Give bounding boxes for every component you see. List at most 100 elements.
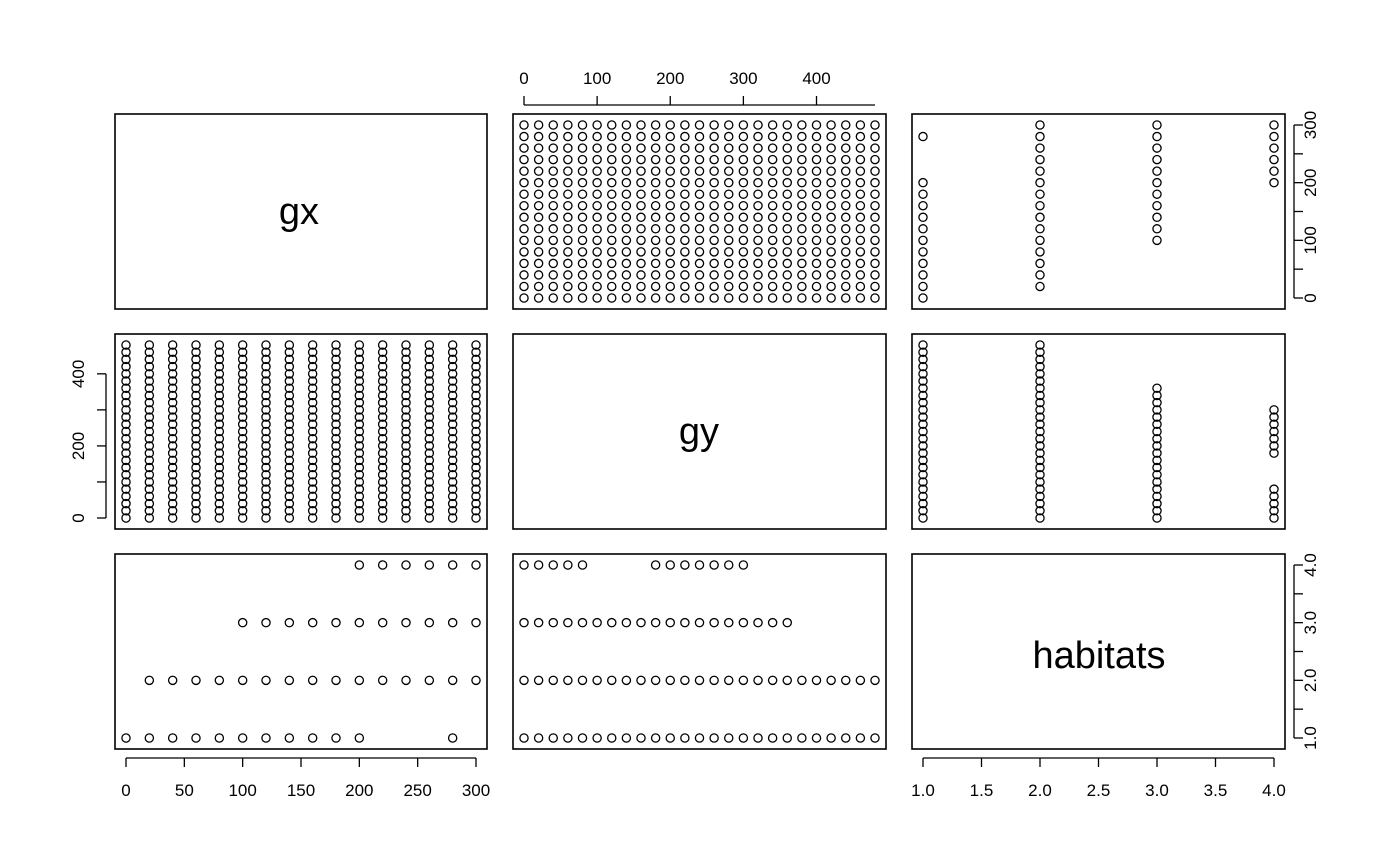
- point-gx-vs-gy: [753, 258, 763, 269]
- point-gy-vs-gx: [447, 405, 458, 415]
- point-gx-vs-gy: [709, 120, 719, 130]
- point-gy-vs-habitats: [1269, 498, 1279, 509]
- point-gy-vs-gx: [401, 441, 411, 451]
- point-gx-vs-gy: [855, 154, 866, 165]
- point-gy-vs-gx: [121, 347, 131, 357]
- point-gx-vs-gy: [533, 212, 544, 223]
- point-gx-vs-gy: [870, 177, 880, 188]
- point-gx-vs-gy: [607, 131, 617, 142]
- point-gy-vs-gx: [401, 369, 411, 379]
- point-gy-vs-gx: [121, 426, 131, 437]
- point-gy-vs-gx: [471, 448, 481, 458]
- point-gx-vs-gy: [709, 177, 719, 188]
- point-gy-vs-habitats: [918, 426, 928, 437]
- point-gx-vs-gy: [709, 281, 719, 292]
- point-gx-vs-gy: [519, 143, 529, 153]
- point-gx-vs-gy: [680, 143, 690, 153]
- x-axis-gy-top-tick-label: 200: [656, 69, 684, 88]
- point-gx-vs-gy: [577, 235, 588, 246]
- point-habitats-vs-gy: [533, 617, 544, 628]
- point-gy-vs-gx: [447, 369, 458, 379]
- point-gx-vs-gy: [621, 177, 632, 188]
- point-habitats-vs-gy: [665, 617, 676, 628]
- point-gx-vs-habitats: [1152, 177, 1162, 188]
- point-gx-vs-gy: [855, 131, 866, 142]
- point-gx-vs-gy: [694, 270, 705, 280]
- point-gx-vs-gy: [548, 131, 559, 142]
- point-gx-vs-gy: [607, 224, 617, 234]
- point-gy-vs-gx: [191, 412, 201, 422]
- point-gx-vs-gy: [767, 212, 778, 223]
- point-gy-vs-gx: [144, 455, 155, 466]
- point-gy-vs-gx: [354, 513, 365, 523]
- point-gx-vs-gy: [753, 120, 763, 130]
- point-gx-vs-gy: [709, 293, 719, 303]
- point-gy-vs-gx: [144, 426, 155, 437]
- point-gy-vs-gx: [261, 369, 271, 379]
- point-gx-vs-gy: [592, 212, 602, 223]
- point-gx-vs-gy: [636, 189, 646, 199]
- point-gy-vs-gx: [144, 412, 155, 422]
- point-gy-vs-gx: [354, 340, 365, 350]
- point-gx-vs-gy: [782, 293, 793, 303]
- point-gx-vs-gy: [694, 200, 705, 211]
- point-gx-vs-gy: [724, 247, 734, 257]
- x-axis-habitats-bottom-tick-label: 1.0: [911, 781, 935, 800]
- point-gx-vs-gy: [782, 189, 793, 199]
- point-gy-vs-gx: [471, 426, 481, 437]
- point-gx-vs-gy: [621, 235, 632, 246]
- point-gy-vs-gx: [307, 347, 318, 357]
- point-gx-vs-gy: [519, 235, 529, 246]
- point-habitats-vs-gy: [738, 617, 749, 628]
- point-gx-vs-gy: [826, 131, 836, 142]
- point-gy-vs-gx: [237, 354, 248, 365]
- point-gy-vs-gx: [144, 433, 155, 444]
- point-gy-vs-gx: [167, 426, 178, 437]
- point-gx-vs-gy: [680, 247, 690, 257]
- point-gx-vs-habitats: [1152, 131, 1162, 142]
- point-gx-vs-gy: [592, 258, 602, 269]
- point-gy-vs-habitats: [1035, 477, 1045, 487]
- point-gx-vs-gy: [563, 258, 573, 269]
- point-gy-vs-gx: [377, 469, 388, 480]
- point-gx-vs-gy: [563, 143, 573, 153]
- point-gy-vs-gx: [424, 405, 435, 415]
- point-habitats-vs-gx: [167, 675, 178, 686]
- point-habitats-vs-gx: [377, 560, 388, 570]
- point-gx-vs-gy: [841, 120, 851, 130]
- point-gy-vs-gx: [214, 361, 225, 372]
- point-gy-vs-habitats: [1152, 390, 1162, 401]
- point-gy-vs-gx: [191, 405, 201, 415]
- point-habitats-vs-gx: [237, 617, 248, 628]
- point-gy-vs-habitats: [1035, 455, 1045, 466]
- point-gy-vs-gx: [144, 397, 155, 408]
- point-gy-vs-gx: [401, 455, 411, 466]
- point-gy-vs-gx: [447, 397, 458, 408]
- point-gx-vs-gy: [811, 177, 822, 188]
- point-habitats-vs-gy: [621, 617, 632, 628]
- point-gy-vs-gx: [447, 412, 458, 422]
- point-gx-vs-gy: [753, 166, 763, 176]
- point-gy-vs-gx: [237, 469, 248, 480]
- point-gx-vs-gy: [709, 270, 719, 280]
- point-gx-vs-gy: [650, 143, 661, 153]
- point-gy-vs-gx: [121, 469, 131, 480]
- point-gy-vs-gx: [424, 390, 435, 401]
- point-habitats-vs-gx: [191, 675, 201, 686]
- point-gx-vs-gy: [811, 293, 822, 303]
- point-gy-vs-habitats: [1035, 498, 1045, 509]
- point-gy-vs-gx: [191, 448, 201, 458]
- point-gy-vs-gx: [121, 412, 131, 422]
- point-gy-vs-gx: [447, 361, 458, 372]
- point-gx-vs-habitats: [1269, 120, 1279, 130]
- point-gx-vs-gy: [519, 212, 529, 223]
- point-habitats-vs-gy: [607, 675, 617, 686]
- point-gy-vs-gx: [424, 354, 435, 365]
- point-gy-vs-habitats: [1035, 441, 1045, 451]
- point-gx-vs-gy: [826, 154, 836, 165]
- point-gx-vs-gy: [621, 212, 632, 223]
- point-gy-vs-gx: [377, 347, 388, 357]
- point-gx-vs-gy: [724, 212, 734, 223]
- point-gx-vs-gy: [753, 189, 763, 199]
- point-gx-vs-gy: [592, 293, 602, 303]
